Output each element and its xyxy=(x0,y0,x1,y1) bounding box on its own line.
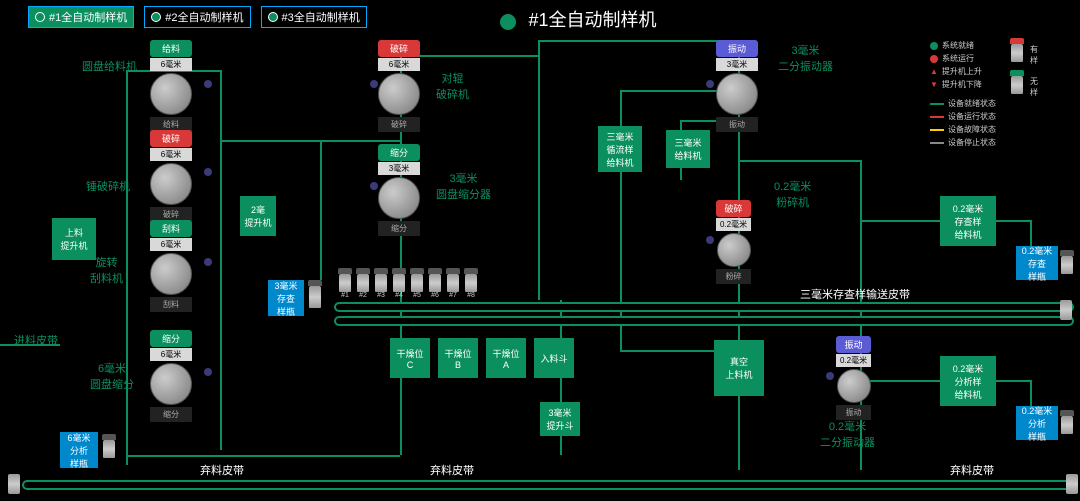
conveyor-3mm-2 xyxy=(334,316,1074,326)
indicator-dot xyxy=(370,182,378,190)
tab-3[interactable]: #3全自动制样机 xyxy=(261,6,367,28)
indicator-dot xyxy=(204,168,212,176)
waste-label-3: 弃料皮带 xyxy=(950,462,994,478)
machine-feed: 给料 6毫米 给料 xyxy=(150,40,192,132)
conveyor-3mm xyxy=(334,302,1074,312)
machine-reduce2: 缩分 3毫米 缩分 xyxy=(378,144,420,236)
indicator-dot xyxy=(826,372,834,380)
indicator-dot xyxy=(204,368,212,376)
title-dot xyxy=(500,14,516,30)
box-flowfeeder3: 三毫米 循流样 给料机 xyxy=(598,126,642,172)
legend-ready: 系统就绪 xyxy=(930,40,1080,51)
label-vib02: 0.2毫米 二分振动器 xyxy=(820,418,875,450)
box-upload-lift: 上料 提升机 xyxy=(52,218,96,260)
waste-grip-right xyxy=(1066,474,1078,494)
bottle-3mm xyxy=(308,280,322,308)
machine-crush2: 破碎 6毫米 破碎 xyxy=(378,40,420,132)
indicator-dot xyxy=(706,80,714,88)
label-reduce3: 3毫米 圆盘缩分器 xyxy=(436,170,491,202)
bottle-store02 xyxy=(1060,250,1074,274)
indicator-dot xyxy=(706,236,714,244)
page-title: #1全自动制样机 xyxy=(528,10,656,30)
legend-run: 系统运行 xyxy=(930,53,1080,64)
box-hopper: 入料斗 xyxy=(534,338,574,378)
box-analyze-bottle02: 0.2毫米 分析 样瓶 xyxy=(1016,406,1058,440)
legend-bottle-empty xyxy=(1010,70,1024,94)
machine-vibrate1: 振动 3毫米 振动 xyxy=(716,40,758,132)
legend-line-ready: 设备就绪状态 xyxy=(930,98,1080,109)
box-store3: 3毫米 存查 样瓶 xyxy=(268,280,304,316)
legend-down: ▼提升机下降 xyxy=(930,79,1080,90)
box-dry-b: 干燥位 B xyxy=(438,338,478,378)
legend-up: ▲提升机上升 xyxy=(930,66,1080,77)
bottle-analyze02 xyxy=(1060,410,1074,434)
machine-crush1: 破碎 6毫米 破碎 xyxy=(150,130,192,222)
conveyor-end-grip xyxy=(1060,300,1072,320)
label-roller: 对辊 破碎机 xyxy=(436,70,469,102)
waste-grip-left xyxy=(8,474,20,494)
waste-conveyor xyxy=(22,480,1072,490)
label-vib3: 3毫米 二分振动器 xyxy=(778,42,833,74)
box-lift2: 2毫 提升机 xyxy=(240,196,276,236)
box-dry-a: 干燥位 A xyxy=(486,338,526,378)
machine-vibrate2: 振动 0.2毫米 振动 xyxy=(836,336,871,420)
box-analyze02: 0.2毫米 分析样 给料机 xyxy=(940,356,996,406)
bottle-6mm xyxy=(102,434,116,458)
tab-2[interactable]: #2全自动制样机 xyxy=(144,6,250,28)
label-hammer: 锤破碎机 xyxy=(86,178,130,194)
label-conveyor-3mm: 三毫米存查样输送皮带 xyxy=(800,286,910,302)
machine-scrape: 刮料 6毫米 刮料 xyxy=(150,220,192,312)
label-inlet-belt: 进料皮带 xyxy=(14,332,58,348)
indicator-dot xyxy=(204,80,212,88)
label-reduce6: 6毫米 圆盘缩分 xyxy=(90,360,134,392)
legend-line-run: 设备运行状态 xyxy=(930,111,1080,122)
box-store-bottle02: 0.2毫米 存查 样瓶 xyxy=(1016,246,1058,280)
legend-line-stop: 设备停止状态 xyxy=(930,137,1080,148)
label-pulv: 0.2毫米 粉碎机 xyxy=(774,178,811,210)
machine-crush3: 破碎 0.2毫米 粉碎 xyxy=(716,200,751,284)
box-analyze6: 6毫米 分析 样瓶 xyxy=(60,432,98,468)
box-store02: 0.2毫米 存查样 给料机 xyxy=(940,196,996,246)
indicator-dot xyxy=(370,80,378,88)
machine-reduce1: 缩分 6毫米 缩分 xyxy=(150,330,192,422)
box-lift3: 3毫米 提升斗 xyxy=(540,402,580,436)
tab-1-label: #1全自动制样机 xyxy=(49,9,127,25)
tab-2-label: #2全自动制样机 xyxy=(165,9,243,25)
box-dry-c: 干燥位 C xyxy=(390,338,430,378)
legend-bottle-full xyxy=(1010,38,1024,62)
waste-label-2: 弃料皮带 xyxy=(430,462,474,478)
indicator-dot xyxy=(204,258,212,266)
label-disc-feeder: 圆盘给料机 xyxy=(82,58,137,74)
waste-label-1: 弃料皮带 xyxy=(200,462,244,478)
bottle-row: #1 #2 #3 #4 #5 #6 #7 #8 xyxy=(338,268,478,299)
legend-line-fault: 设备故障状态 xyxy=(930,124,1080,135)
box-feeder3: 三毫米 给料机 xyxy=(666,130,710,168)
box-vacuum: 真空 上料机 xyxy=(714,340,764,396)
tab-1[interactable]: #1全自动制样机 xyxy=(28,6,134,28)
tab-3-label: #3全自动制样机 xyxy=(282,9,360,25)
